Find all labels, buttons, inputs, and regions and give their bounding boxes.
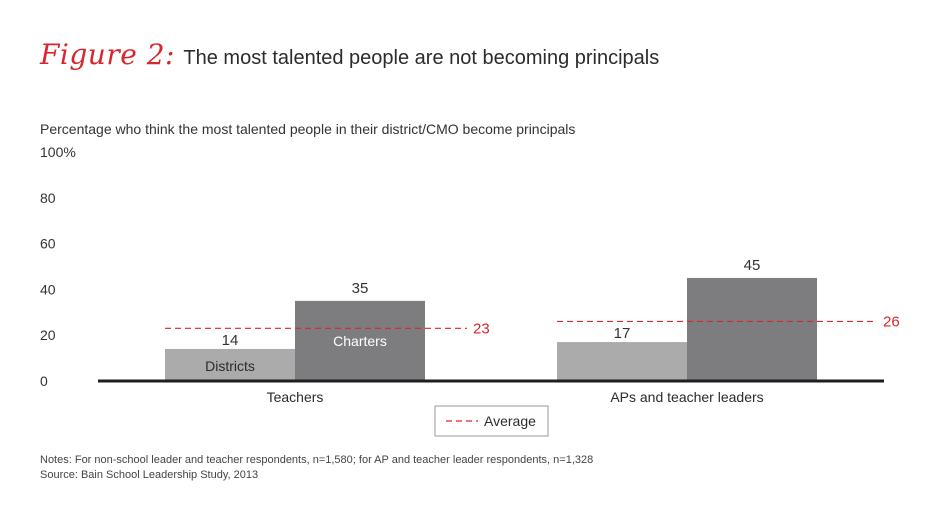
bar-districts <box>557 342 687 381</box>
figure-title-text: The most talented people are not becomin… <box>183 47 660 69</box>
figure-title: Figure 2: The most talented people are n… <box>40 38 659 71</box>
y-tick-label: 80 <box>40 190 56 206</box>
bar-charters <box>295 300 425 381</box>
data-label: 14 <box>222 332 239 349</box>
chart-subtitle: Percentage who think the most talented p… <box>40 121 576 137</box>
data-label: 35 <box>352 280 369 297</box>
y-tick-label: 60 <box>40 236 56 252</box>
x-category-label: APs and teacher leaders <box>610 389 763 405</box>
source-text: Source: Bain School Leadership Study, 20… <box>40 469 259 481</box>
y-tick-label: 100% <box>40 144 76 160</box>
legend-box <box>434 405 549 437</box>
y-tick-label: 40 <box>40 281 56 297</box>
bar-charters <box>687 277 817 381</box>
figure-label: Figure 2: <box>40 38 175 71</box>
chart-notes: Notes: For non-school leader and teacher… <box>40 453 593 483</box>
average-label: 23 <box>473 320 490 337</box>
y-tick-label: 0 <box>40 373 48 389</box>
data-label: 45 <box>744 257 761 274</box>
y-tick-label: 20 <box>40 327 56 343</box>
bar-districts <box>165 348 295 381</box>
data-label: 17 <box>614 325 631 342</box>
x-category-label: Teachers <box>267 389 324 405</box>
legend-average-label: Average <box>484 413 536 429</box>
series-label-districts: Districts <box>205 358 255 374</box>
series-label-charters: Charters <box>333 333 387 349</box>
average-label: 26 <box>883 313 900 330</box>
notes-text: Notes: For non-school leader and teacher… <box>40 454 594 466</box>
